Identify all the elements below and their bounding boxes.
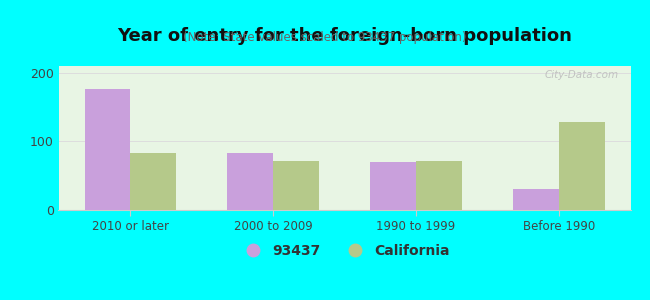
Bar — [227, 153, 273, 210]
Bar — [370, 162, 416, 210]
Title: Year of entry for the foreign-born population: Year of entry for the foreign-born popul… — [117, 27, 572, 45]
Bar — [513, 189, 559, 210]
Legend: 93437, California: 93437, California — [233, 238, 456, 263]
Bar — [84, 89, 130, 210]
Text: City-Data.com: City-Data.com — [545, 70, 619, 80]
Bar — [130, 153, 176, 210]
Text: (Note: State values scaled to 93437 population): (Note: State values scaled to 93437 popu… — [183, 32, 467, 44]
Bar — [416, 160, 462, 210]
Bar — [559, 122, 604, 210]
Bar — [273, 160, 318, 210]
